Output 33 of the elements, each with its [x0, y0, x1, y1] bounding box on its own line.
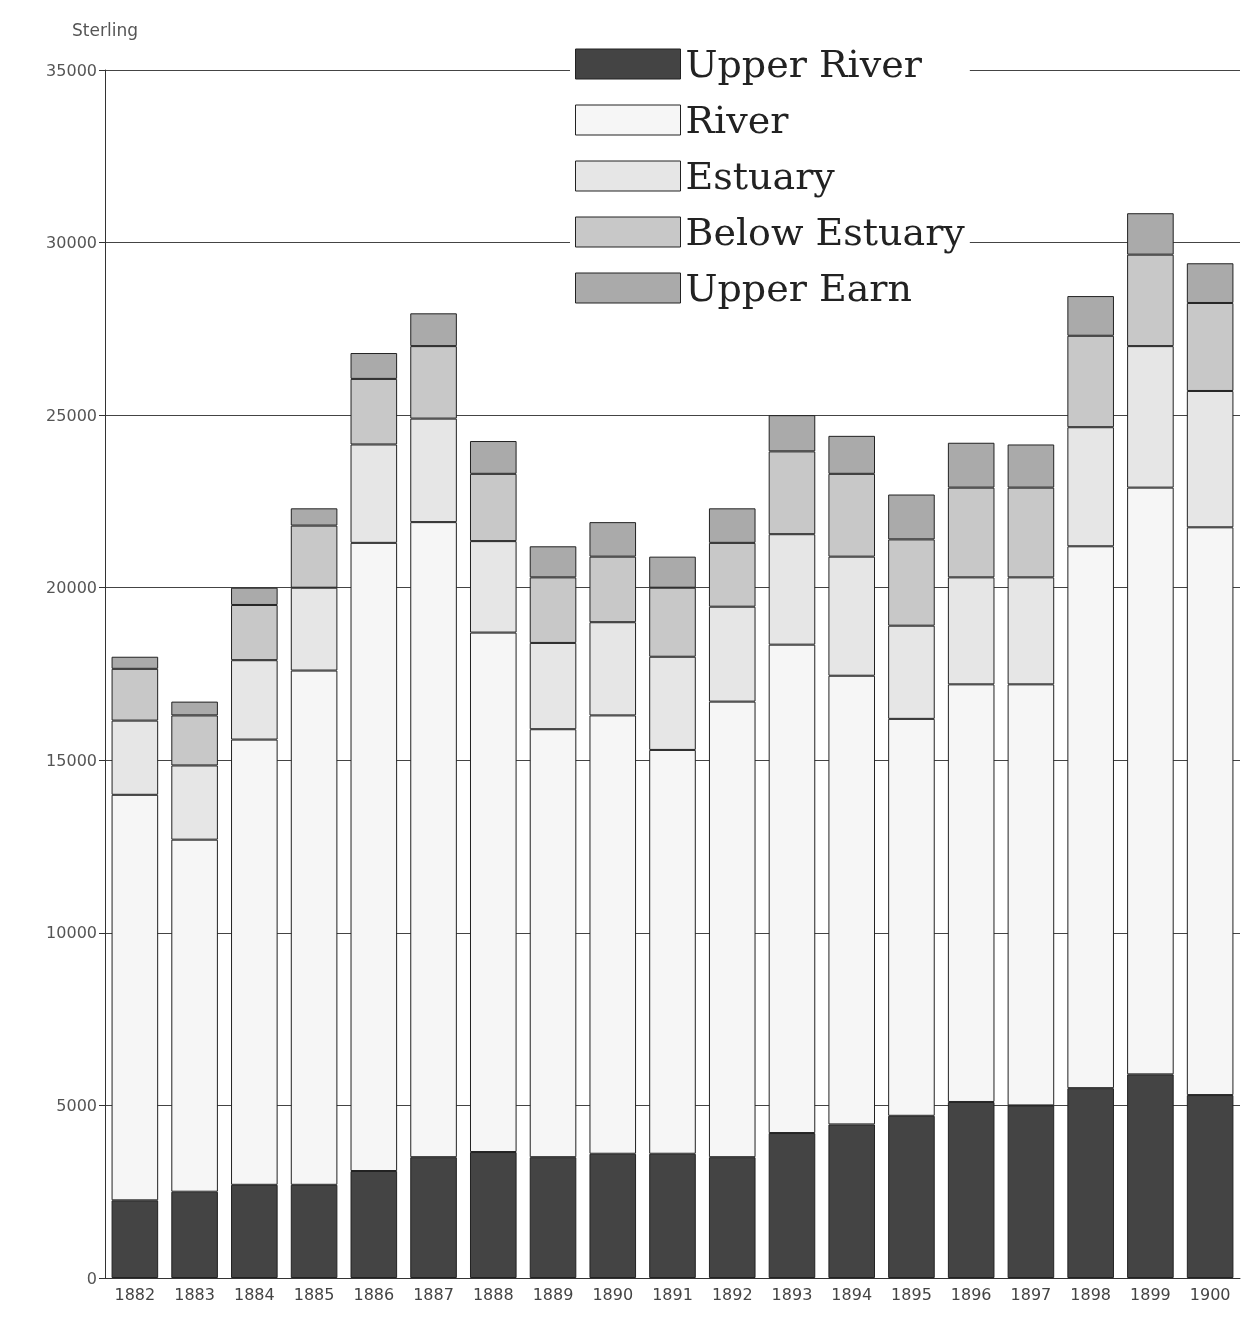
- y-tick-label: 30000: [46, 233, 97, 253]
- x-tick-label: 1888: [472, 1284, 514, 1304]
- y-tick-label: 20000: [46, 578, 97, 598]
- x-tick-label: 1884: [233, 1284, 275, 1304]
- x-tick-label: 1900: [1189, 1284, 1231, 1304]
- y-tick-label: 0: [86, 1268, 97, 1288]
- x-tick-label: 1882: [114, 1284, 156, 1304]
- legend-label: Estuary: [685, 154, 836, 198]
- legend-label: Below Estuary: [685, 210, 966, 254]
- x-tick-label: 1899: [1130, 1284, 1171, 1304]
- x-tick-label: 1889: [532, 1284, 574, 1304]
- x-tick-label: 1896: [950, 1284, 992, 1304]
- x-tick-label: 1883: [174, 1284, 215, 1304]
- x-tick-label: 1892: [711, 1284, 753, 1304]
- y-tick-label: 10000: [46, 923, 97, 943]
- x-tick-label: 1891: [652, 1284, 693, 1304]
- x-tick-label: 1897: [1010, 1284, 1052, 1304]
- y-tick-label: 25000: [46, 405, 97, 425]
- y-tick-label: 5000: [56, 1095, 97, 1115]
- x-tick-label: 1893: [771, 1284, 813, 1304]
- y-axis-title: Sterling: [72, 19, 138, 40]
- x-tick-label: 1890: [592, 1284, 634, 1304]
- legend-label: Upper River: [685, 42, 923, 86]
- legend-label: Upper Earn: [685, 266, 912, 310]
- x-tick-label: 1898: [1070, 1284, 1112, 1304]
- x-tick-label: 1887: [413, 1284, 454, 1304]
- x-tick-label: 1894: [831, 1284, 873, 1304]
- x-tick-label: 1886: [353, 1284, 395, 1304]
- x-tick-label: 1885: [293, 1284, 335, 1304]
- y-tick-label: 15000: [46, 750, 97, 770]
- x-tick-label: 1895: [891, 1284, 932, 1304]
- y-tick-label: 35000: [46, 60, 97, 80]
- legend-label: River: [685, 98, 790, 142]
